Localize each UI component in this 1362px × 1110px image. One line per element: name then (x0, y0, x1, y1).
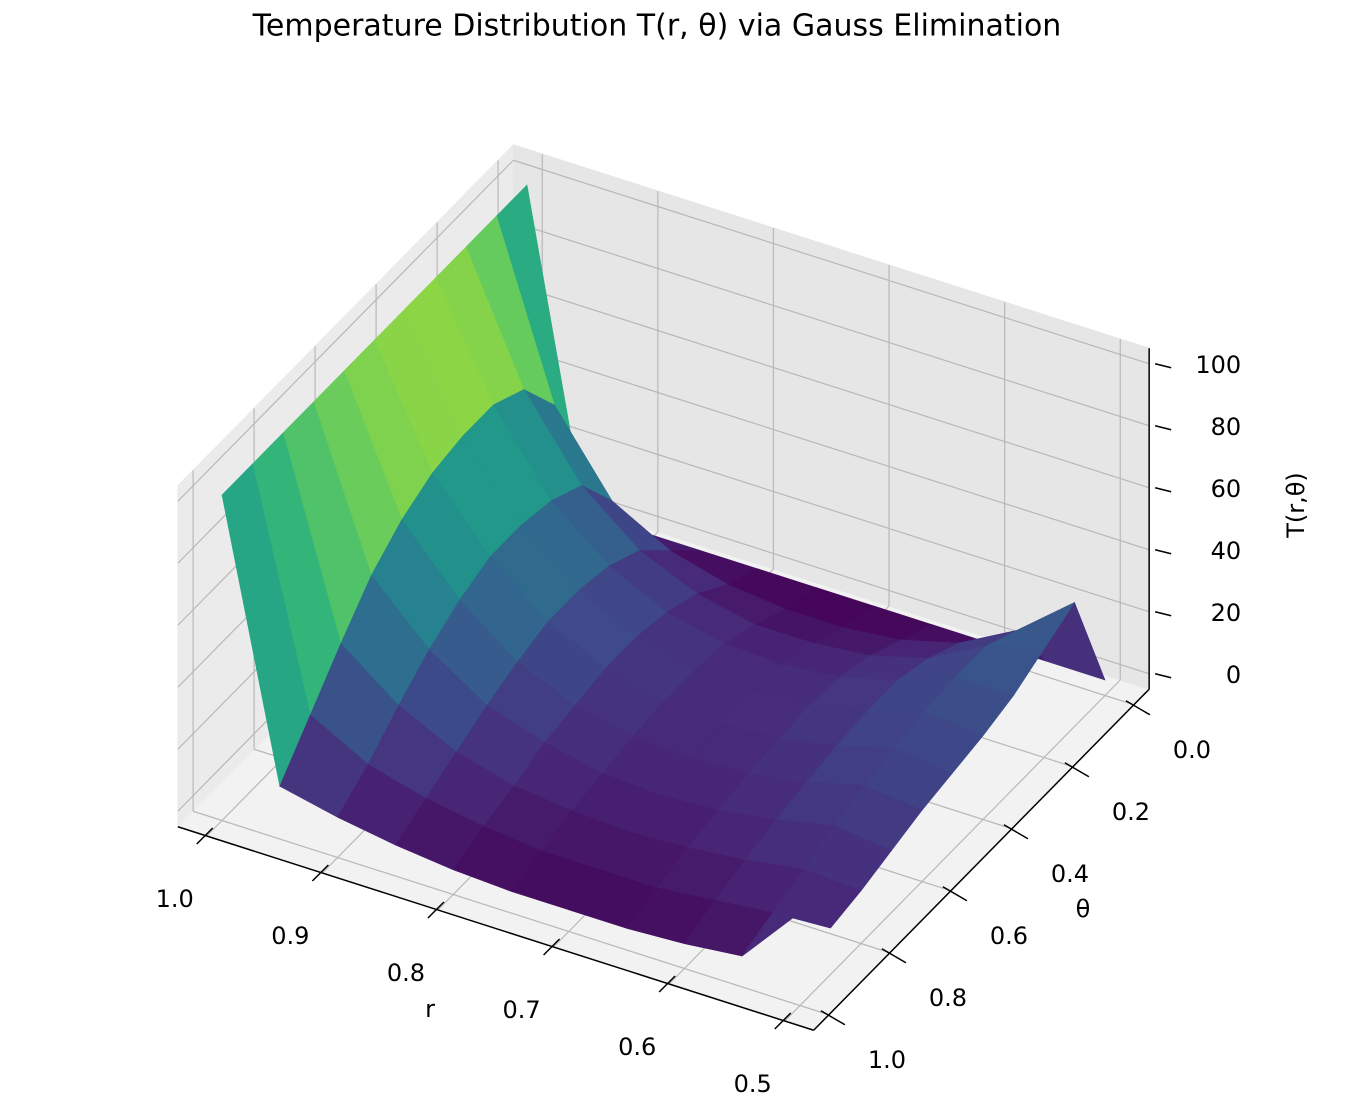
x-tick-label: 0.7 (502, 996, 540, 1024)
y-tick-label: 0.0 (1173, 736, 1211, 764)
tick-mark (1154, 363, 1172, 369)
y-tick-label: 1.0 (868, 1046, 906, 1074)
tick-mark (1154, 425, 1172, 431)
z-tick-label: 80 (1211, 413, 1242, 441)
z-tick-label: 0 (1226, 661, 1241, 689)
x-tick-label: 1.0 (156, 885, 194, 913)
y-tick-label: 0.6 (990, 922, 1028, 950)
tick-mark (1003, 824, 1029, 840)
y-tick-label: 0.4 (1051, 860, 1089, 888)
z-tick-label: 40 (1211, 537, 1242, 565)
x-axis-label: r (425, 995, 435, 1023)
axis-line (813, 688, 1150, 1031)
tick-mark (820, 1010, 846, 1026)
y-tick-label: 0.8 (929, 984, 967, 1012)
y-tick-label: 0.2 (1112, 798, 1150, 826)
chart-title: Temperature Distribution T(r, θ) via Gau… (252, 9, 1062, 44)
surface-patch (741, 912, 831, 957)
x-tick-label: 0.5 (734, 1070, 772, 1098)
grid-line (513, 221, 1150, 427)
axis-line (177, 826, 814, 1031)
tick-mark (1125, 700, 1151, 716)
tick-mark (881, 948, 907, 964)
z-tick-label: 100 (1195, 351, 1241, 379)
x-tick-label: 0.9 (271, 922, 309, 950)
grid-line (513, 283, 1150, 489)
tick-mark (1064, 762, 1090, 778)
tick-mark (1154, 673, 1172, 679)
x-tick-label: 0.8 (387, 959, 425, 987)
x-tick-label: 0.6 (618, 1033, 656, 1061)
z-axis-label: T(r,θ) (1282, 472, 1310, 539)
grid-line (513, 159, 1150, 365)
tick-mark (1154, 611, 1172, 617)
y-axis-label: θ (1076, 895, 1091, 923)
grid-line (513, 345, 1150, 551)
z-tick-label: 20 (1211, 599, 1242, 627)
z-tick-label: 60 (1211, 475, 1242, 503)
tick-mark (1154, 487, 1172, 493)
grid-line (177, 159, 514, 502)
grid-line (784, 679, 1121, 1022)
grid-line (192, 810, 830, 1016)
tick-mark (942, 886, 968, 902)
grid-line (513, 407, 1150, 613)
tick-mark (1154, 549, 1172, 555)
